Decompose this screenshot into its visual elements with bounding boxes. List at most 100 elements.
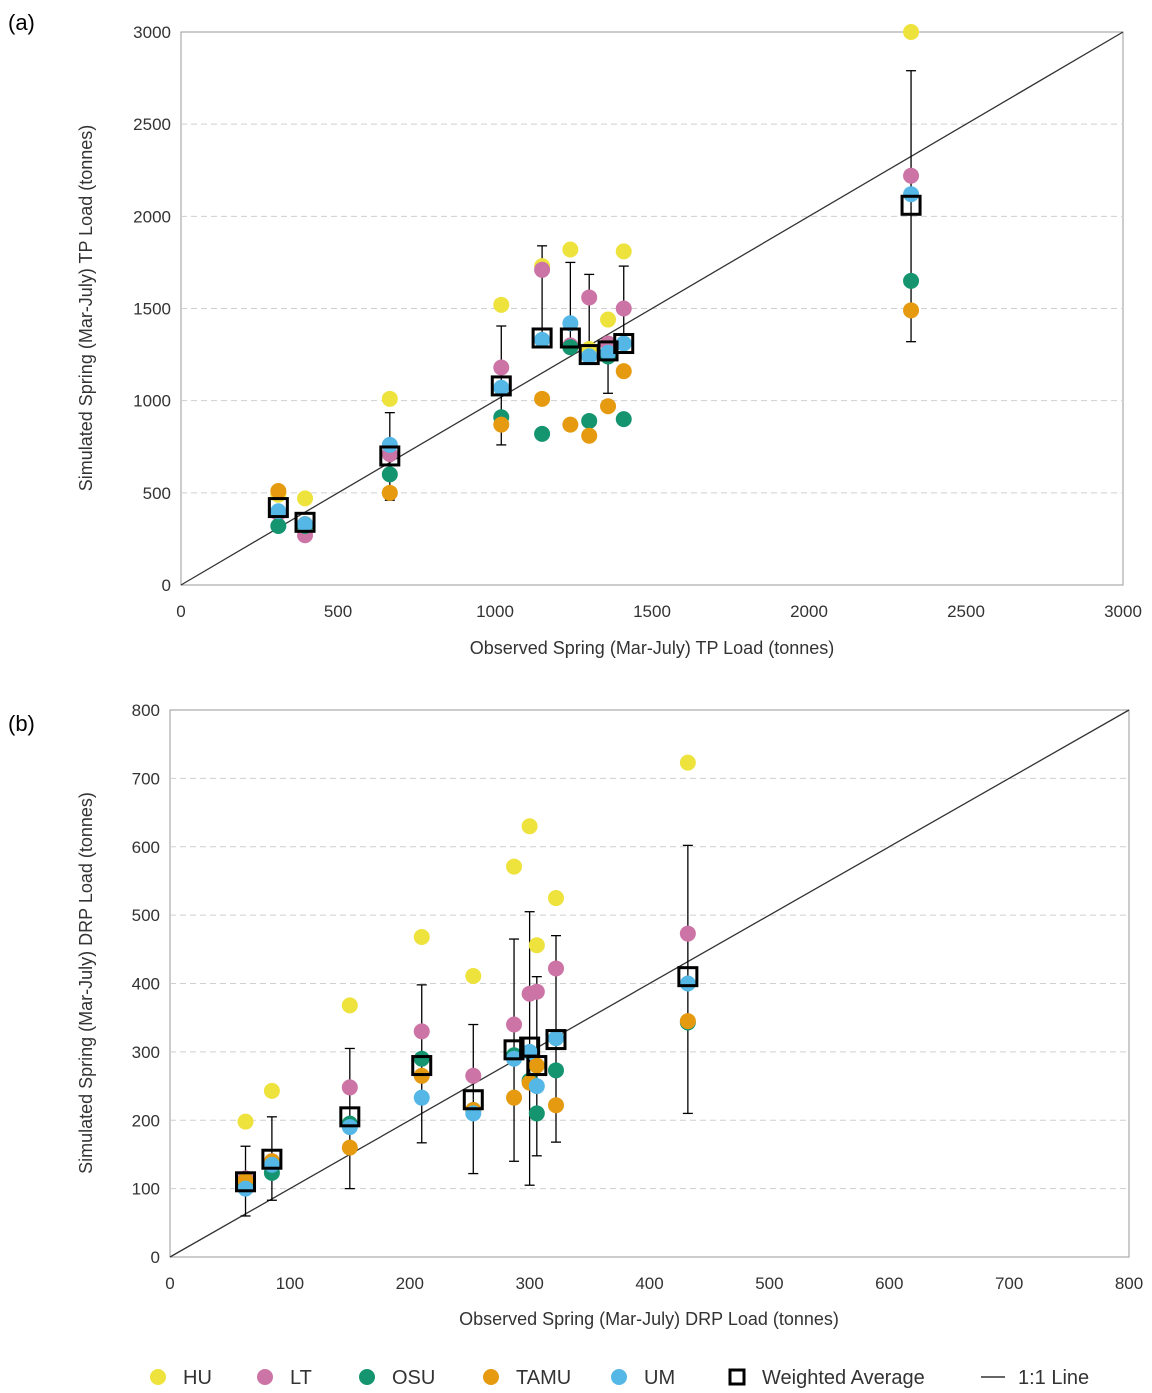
x-tick-label-a: 1500 — [633, 602, 671, 621]
point-hu — [506, 858, 523, 875]
point-weighted-average — [559, 327, 581, 349]
y-axis-title-b: Simulated Spring (Mar-July) DRP Load (to… — [76, 792, 96, 1174]
point-tamu — [679, 1013, 696, 1030]
point-lt — [341, 1079, 358, 1096]
y-tick-label-a: 1500 — [133, 300, 171, 319]
point-hu — [562, 241, 579, 258]
point-lt — [506, 1016, 523, 1033]
x-tick-labels-b: 0 100 200 300 400 500 600 700 800 — [165, 1274, 1143, 1293]
point-um — [493, 379, 510, 396]
point-um — [615, 335, 632, 352]
x-tick-label-a: 2000 — [790, 602, 828, 621]
one-to-one-line — [169, 709, 1130, 1258]
point-weighted-average — [531, 327, 553, 349]
point-hu — [528, 937, 545, 954]
legend-marker-tamu — [483, 1369, 499, 1385]
y-tick-label-b: 100 — [132, 1180, 160, 1199]
legend-marker-weighted-average — [728, 1368, 746, 1386]
point-um — [903, 186, 920, 203]
x-tick-label-b: 400 — [635, 1274, 663, 1293]
y-tick-label-b: 400 — [132, 975, 160, 994]
y-tick-label-a: 500 — [143, 484, 171, 503]
point-hu — [547, 890, 564, 907]
point-um — [297, 516, 314, 533]
legend-label-hu: HU — [183, 1367, 212, 1389]
point-hu — [381, 390, 398, 407]
point-tamu — [381, 484, 398, 501]
point-osu — [547, 1062, 564, 1079]
point-um — [263, 1156, 280, 1173]
point-hu — [237, 1113, 254, 1130]
x-tick-labels-a: 0 500 1000 1500 2000 2500 3000 — [176, 602, 1142, 621]
point-weighted-average — [526, 1055, 548, 1077]
point-um — [413, 1089, 430, 1106]
y-tick-label-a: 0 — [162, 576, 171, 595]
x-tick-label-a: 1000 — [476, 602, 514, 621]
point-hu — [341, 997, 358, 1014]
point-osu — [615, 411, 632, 428]
point-hu — [297, 490, 314, 507]
point-weighted-average — [900, 194, 922, 216]
point-osu — [413, 1050, 430, 1067]
point-weighted-average — [545, 1029, 567, 1051]
legend-marker-um — [611, 1369, 627, 1385]
point-um — [381, 436, 398, 453]
point-tamu — [903, 302, 920, 319]
point-weighted-average — [490, 375, 512, 397]
x-tick-label-b: 800 — [1115, 1274, 1143, 1293]
point-um — [679, 975, 696, 992]
point-hu — [521, 818, 538, 835]
point-um — [534, 331, 551, 348]
point-tamu — [615, 363, 632, 380]
point-hu — [465, 967, 482, 984]
point-lt — [581, 289, 598, 306]
y-tick-label-a: 1000 — [133, 392, 171, 411]
point-um — [237, 1180, 254, 1197]
x-tick-label-a: 2500 — [947, 602, 985, 621]
point-tamu — [562, 416, 579, 433]
point-weighted-average — [235, 1171, 257, 1193]
point-lt — [679, 925, 696, 942]
point-hu — [903, 24, 920, 40]
point-um — [600, 344, 617, 361]
one-to-one-line — [180, 31, 1124, 586]
legend-label-um: UM — [644, 1367, 675, 1389]
point-tamu — [270, 482, 287, 499]
chart-panel-b: (b) 0 100 200 300 400 500 600 700 800 0 100 200 300… — [8, 701, 1143, 1329]
y-tick-label-b: 200 — [132, 1111, 160, 1130]
point-hu — [679, 754, 696, 771]
x-tick-label-b: 300 — [515, 1274, 543, 1293]
point-tamu — [581, 427, 598, 444]
point-weighted-average — [294, 511, 316, 533]
point-weighted-average — [613, 333, 635, 355]
point-weighted-average — [379, 445, 401, 467]
x-tick-label-b: 100 — [276, 1274, 304, 1293]
data-marks-b — [235, 754, 699, 1217]
y-tick-label-b: 0 — [151, 1248, 160, 1267]
panel-label-b: (b) — [8, 711, 35, 736]
point-um — [562, 315, 579, 332]
x-tick-label-b: 0 — [165, 1274, 174, 1293]
one-to-one-line-b — [169, 709, 1130, 1258]
point-osu — [534, 425, 551, 442]
point-weighted-average — [462, 1089, 484, 1111]
y-tick-label-b: 500 — [132, 906, 160, 925]
x-tick-label-b: 700 — [995, 1274, 1023, 1293]
x-tick-label-b: 500 — [755, 1274, 783, 1293]
point-osu — [381, 466, 398, 483]
point-tamu — [341, 1139, 358, 1156]
point-tamu — [493, 416, 510, 433]
legend-label-1-1-line: 1:1 Line — [1018, 1367, 1089, 1389]
point-tamu — [528, 1057, 545, 1074]
panel-label-a: (a) — [8, 10, 35, 35]
y-tick-label-b: 300 — [132, 1043, 160, 1062]
point-um — [547, 1030, 564, 1047]
legend-marker-lt — [257, 1369, 273, 1385]
point-lt — [465, 1067, 482, 1084]
chart-panel-a: (a) 0 500 1000 1500 2000 2500 3000 0 500 1000 150… — [8, 10, 1142, 658]
x-tick-label-b: 600 — [875, 1274, 903, 1293]
legend-label-tamu: TAMU — [516, 1367, 571, 1389]
y-tick-label-a: 3000 — [133, 23, 171, 42]
point-weighted-average — [677, 966, 699, 988]
